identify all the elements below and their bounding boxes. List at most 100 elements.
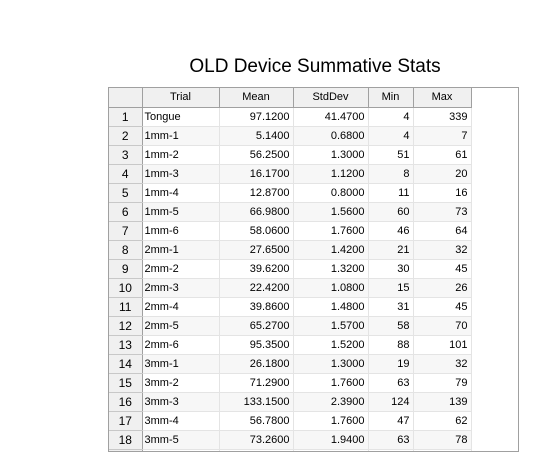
cell-min[interactable]: 63 [368,430,414,450]
table-row[interactable]: 16 3mm-3 133.1500 2.3900 124 139 [109,392,472,412]
cell-min[interactable]: 15 [368,278,414,298]
row-header[interactable]: 15 [109,373,143,393]
row-header[interactable]: 11 [109,297,143,317]
cell-min[interactable]: 85 [368,449,414,451]
cell-trial[interactable]: 2mm-5 [142,316,220,336]
row-header[interactable]: 17 [109,411,143,431]
row-header[interactable]: 3 [109,145,143,165]
cell-min[interactable]: 21 [368,240,414,260]
cell-stddev[interactable]: 1.3200 [293,259,369,279]
row-header[interactable]: 2 [109,126,143,146]
cell-mean[interactable]: 133.1500 [219,392,294,412]
cell-trial[interactable]: 1mm-5 [142,202,220,222]
cell-mean[interactable]: 65.2700 [219,316,294,336]
cell-trial[interactable]: 2mm-2 [142,259,220,279]
cell-trial[interactable]: 1mm-6 [142,221,220,241]
cell-min[interactable]: 124 [368,392,414,412]
cell-min[interactable]: 47 [368,411,414,431]
cell-stddev[interactable]: 1.3000 [293,145,369,165]
cell-max[interactable]: 78 [413,430,472,450]
cell-mean[interactable]: 27.6500 [219,240,294,260]
cell-mean[interactable]: 56.2500 [219,145,294,165]
cell-max[interactable]: 62 [413,411,472,431]
cell-max[interactable]: 339 [413,107,472,127]
column-header-mean[interactable]: Mean [219,88,294,108]
cell-mean[interactable]: 66.9800 [219,202,294,222]
cell-max[interactable]: 7 [413,126,472,146]
table-row[interactable]: 6 1mm-5 66.9800 1.5600 60 73 [109,202,472,222]
row-header[interactable]: 6 [109,202,143,222]
cell-mean[interactable]: 16.1700 [219,164,294,184]
cell-stddev[interactable]: 1.0800 [293,278,369,298]
row-header[interactable]: 16 [109,392,143,412]
cell-mean[interactable]: 97.1200 [219,107,294,127]
cell-min[interactable]: 46 [368,221,414,241]
cell-trial[interactable]: 3mm-6 [142,449,220,451]
table-row[interactable]: 18 3mm-5 73.2600 1.9400 63 78 [109,430,472,450]
row-header[interactable]: 19 [109,449,143,451]
cell-min[interactable]: 88 [368,335,414,355]
cell-stddev[interactable]: 1.7600 [293,221,369,241]
cell-stddev[interactable]: 1.5200 [293,335,369,355]
cell-max[interactable]: 79 [413,373,472,393]
cell-min[interactable]: 60 [368,202,414,222]
cell-stddev[interactable]: 1.5700 [293,316,369,336]
cell-stddev[interactable]: 1.5600 [293,202,369,222]
row-header[interactable]: 5 [109,183,143,203]
table-row[interactable]: 7 1mm-6 58.0600 1.7600 46 64 [109,221,472,241]
cell-stddev[interactable]: 1.3000 [293,354,369,374]
row-header[interactable]: 8 [109,240,143,260]
cell-mean[interactable]: 56.7800 [219,411,294,431]
cell-trial[interactable]: 3mm-3 [142,392,220,412]
corner-header[interactable] [109,88,143,108]
cell-stddev[interactable]: 1.9400 [293,430,369,450]
cell-mean[interactable]: 95.3500 [219,335,294,355]
cell-max[interactable]: 32 [413,354,472,374]
cell-mean[interactable]: 39.8600 [219,297,294,317]
cell-min[interactable]: 30 [368,259,414,279]
cell-max[interactable]: 139 [413,392,472,412]
row-header[interactable]: 9 [109,259,143,279]
cell-trial[interactable]: 1mm-1 [142,126,220,146]
table-row[interactable]: 4 1mm-3 16.1700 1.1200 8 20 [109,164,472,184]
cell-stddev[interactable]: 1.4200 [293,240,369,260]
table-row[interactable]: 3 1mm-2 56.2500 1.3000 51 61 [109,145,472,165]
table-row[interactable]: 2 1mm-1 5.1400 0.6800 4 7 [109,126,472,146]
cell-stddev[interactable]: 0.6800 [293,126,369,146]
cell-mean[interactable]: 22.4200 [219,278,294,298]
cell-stddev[interactable]: 0.8000 [293,183,369,203]
column-header-trial[interactable]: Trial [142,88,220,108]
cell-stddev[interactable]: 41.4700 [293,107,369,127]
cell-min[interactable]: 63 [368,373,414,393]
cell-trial[interactable]: 2mm-6 [142,335,220,355]
cell-mean[interactable]: 71.2900 [219,373,294,393]
cell-max[interactable]: 26 [413,278,472,298]
cell-max[interactable]: 16 [413,183,472,203]
table-row[interactable]: 17 3mm-4 56.7800 1.7600 47 62 [109,411,472,431]
cell-min[interactable]: 31 [368,297,414,317]
cell-trial[interactable]: 1mm-3 [142,164,220,184]
cell-stddev[interactable]: 1.1200 [293,164,369,184]
row-header[interactable]: 4 [109,164,143,184]
cell-trial[interactable]: 3mm-1 [142,354,220,374]
cell-max[interactable]: 32 [413,240,472,260]
cell-trial[interactable]: 2mm-3 [142,278,220,298]
cell-trial[interactable]: 3mm-5 [142,430,220,450]
table-row[interactable]: 11 2mm-4 39.8600 1.4800 31 45 [109,297,472,317]
cell-min[interactable]: 51 [368,145,414,165]
column-header-stddev[interactable]: StdDev [293,88,369,108]
cell-stddev[interactable]: 1.4800 [293,297,369,317]
row-header[interactable]: 1 [109,107,143,127]
column-header-min[interactable]: Min [368,88,414,108]
cell-mean[interactable]: 96.6300 [219,449,294,451]
cell-trial[interactable]: 2mm-1 [142,240,220,260]
cell-min[interactable]: 4 [368,126,414,146]
cell-max[interactable]: 104 [413,449,472,451]
cell-trial[interactable]: 3mm-2 [142,373,220,393]
cell-mean[interactable]: 12.8700 [219,183,294,203]
cell-max[interactable]: 70 [413,316,472,336]
cell-trial[interactable]: 1mm-4 [142,183,220,203]
cell-mean[interactable]: 58.0600 [219,221,294,241]
cell-max[interactable]: 61 [413,145,472,165]
cell-max[interactable]: 45 [413,297,472,317]
